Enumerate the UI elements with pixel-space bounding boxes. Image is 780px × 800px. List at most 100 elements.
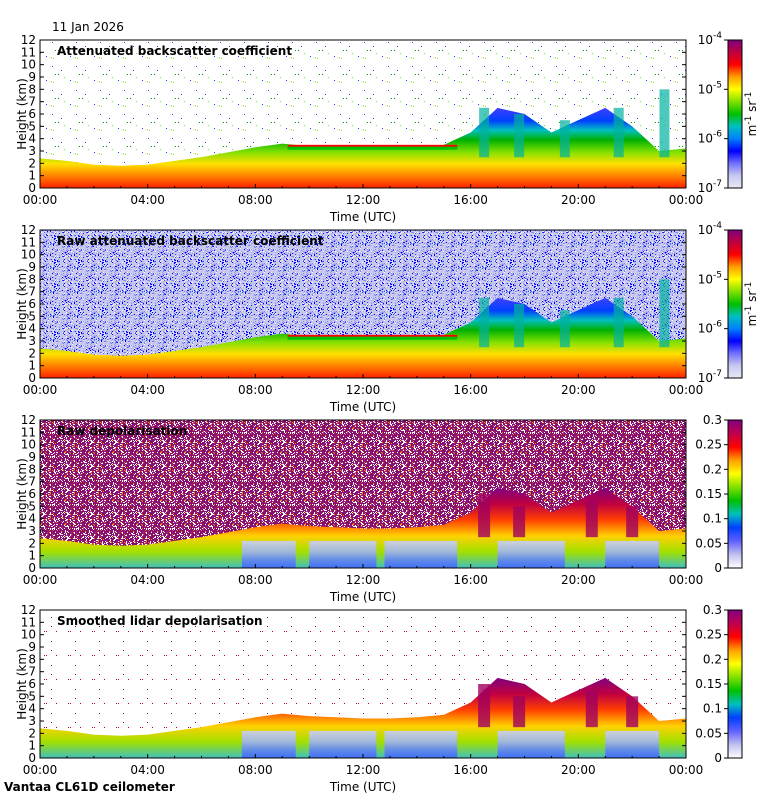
colorbar-tick-label: 0.15 xyxy=(695,487,722,501)
y-tick-label: 3 xyxy=(28,144,36,158)
colorbar-tick-exponent: -4 xyxy=(713,31,722,41)
y-tick-label: 11 xyxy=(21,615,36,629)
y-tick-label: 5 xyxy=(28,119,36,133)
y-tick-label: 6 xyxy=(28,487,36,501)
x-tick-label: 20:00 xyxy=(561,763,596,777)
y-tick-label: 3 xyxy=(28,334,36,348)
colorbar xyxy=(727,419,743,569)
y-tick-label: 1 xyxy=(28,169,36,183)
y-tick-label: 3 xyxy=(28,524,36,538)
y-tick-label: 5 xyxy=(28,499,36,513)
colorbar-tick-exponent: -4 xyxy=(713,221,722,231)
y-tick-label: 6 xyxy=(28,297,36,311)
colorbar-tick-label: 10-5 xyxy=(698,80,722,96)
x-tick-label: 00:00 xyxy=(23,573,58,587)
x-tick-label: 00:00 xyxy=(23,193,58,207)
unit-exp1: -1 xyxy=(744,116,754,125)
colorbar-tick-exponent: -7 xyxy=(713,179,722,189)
colorbar-tick-label: 0.1 xyxy=(703,702,722,716)
colorbar-tick-exponent: -7 xyxy=(713,369,722,379)
colorbar-tick-exponent: -6 xyxy=(713,320,722,330)
x-tick-label: 12:00 xyxy=(346,193,381,207)
panel-title: Smoothed lidar depolarisation xyxy=(57,614,263,628)
unit-exp1: -1 xyxy=(744,306,754,315)
y-tick-label: 11 xyxy=(21,425,36,439)
y-tick-label: 11 xyxy=(21,235,36,249)
y-tick-label: 9 xyxy=(28,70,36,84)
depol-plume xyxy=(626,506,639,538)
y-tick-label: 6 xyxy=(28,677,36,691)
low-depol-region xyxy=(605,730,660,758)
depol-plume xyxy=(585,500,598,538)
colorbar xyxy=(727,609,743,759)
x-tick-label: 16:00 xyxy=(453,383,488,397)
y-tick-label: 8 xyxy=(28,82,36,96)
x-axis-label: Time (UTC) xyxy=(329,400,396,414)
y-tick-label: 9 xyxy=(28,260,36,274)
colorbar-tick-label: 0.25 xyxy=(695,628,722,642)
aerosol-plume xyxy=(559,310,570,348)
x-tick-label: 04:00 xyxy=(130,383,165,397)
y-axis-label: Height (km) xyxy=(15,458,29,529)
y-tick-label: 5 xyxy=(28,309,36,323)
low-depol-region xyxy=(309,730,377,758)
x-axis-label: Time (UTC) xyxy=(329,210,396,224)
y-tick-label: 9 xyxy=(28,450,36,464)
cloud-layer-base xyxy=(287,146,458,150)
y-tick-label: 7 xyxy=(28,665,36,679)
colorbar-tick-label: 0.2 xyxy=(703,652,722,666)
x-tick-label: 00:00 xyxy=(669,573,704,587)
x-tick-label: 20:00 xyxy=(561,193,596,207)
x-tick-label: 20:00 xyxy=(561,573,596,587)
y-tick-label: 2 xyxy=(28,346,36,360)
colorbar-tick-label: 0.2 xyxy=(703,462,722,476)
y-tick-label: 5 xyxy=(28,689,36,703)
x-tick-label: 16:00 xyxy=(453,193,488,207)
boundary-layer-signal xyxy=(40,297,686,378)
colorbar xyxy=(727,39,743,189)
x-tick-label: 12:00 xyxy=(346,573,381,587)
x-tick-label: 04:00 xyxy=(130,573,165,587)
depol-plume xyxy=(478,494,491,538)
x-tick-label: 04:00 xyxy=(130,763,165,777)
low-depol-region xyxy=(497,730,565,758)
y-axis-label: Height (km) xyxy=(15,78,29,149)
y-tick-label: 4 xyxy=(28,322,36,336)
y-tick-label: 12 xyxy=(21,223,36,237)
y-tick-label: 2 xyxy=(28,536,36,550)
low-depol-region xyxy=(605,540,660,568)
y-tick-label: 11 xyxy=(21,45,36,59)
unit-exp2: -1 xyxy=(744,282,754,291)
panel-title: Attenuated backscatter coefficient xyxy=(57,44,292,58)
y-tick-label: 4 xyxy=(28,702,36,716)
x-tick-label: 08:00 xyxy=(238,383,273,397)
colorbar-unit: m-1 sr-1 xyxy=(744,92,759,137)
depol-plume xyxy=(478,684,491,728)
y-tick-label: 9 xyxy=(28,640,36,654)
x-tick-label: 00:00 xyxy=(669,383,704,397)
x-tick-label: 08:00 xyxy=(238,193,273,207)
colorbar-tick-label: 0 xyxy=(714,751,722,765)
colorbar-tick-exponent: -6 xyxy=(713,130,722,140)
x-tick-label: 20:00 xyxy=(561,383,596,397)
x-tick-label: 12:00 xyxy=(346,763,381,777)
colorbar-tick-label: 0.1 xyxy=(703,512,722,526)
y-tick-label: 1 xyxy=(28,549,36,563)
cloud-layer-base xyxy=(287,336,458,340)
colorbar-tick-label: 10-7 xyxy=(698,369,722,385)
y-tick-label: 0 xyxy=(28,561,36,575)
colorbar-tick-label: 10-4 xyxy=(698,221,723,237)
y-tick-label: 10 xyxy=(21,248,36,262)
aerosol-plume xyxy=(613,297,624,348)
aerosol-plume xyxy=(479,107,490,158)
colorbar-tick-label: 10-7 xyxy=(698,179,722,195)
x-tick-label: 12:00 xyxy=(346,383,381,397)
date-label: 11 Jan 2026 xyxy=(52,20,124,34)
y-tick-label: 1 xyxy=(28,359,36,373)
aerosol-plume xyxy=(659,89,670,158)
